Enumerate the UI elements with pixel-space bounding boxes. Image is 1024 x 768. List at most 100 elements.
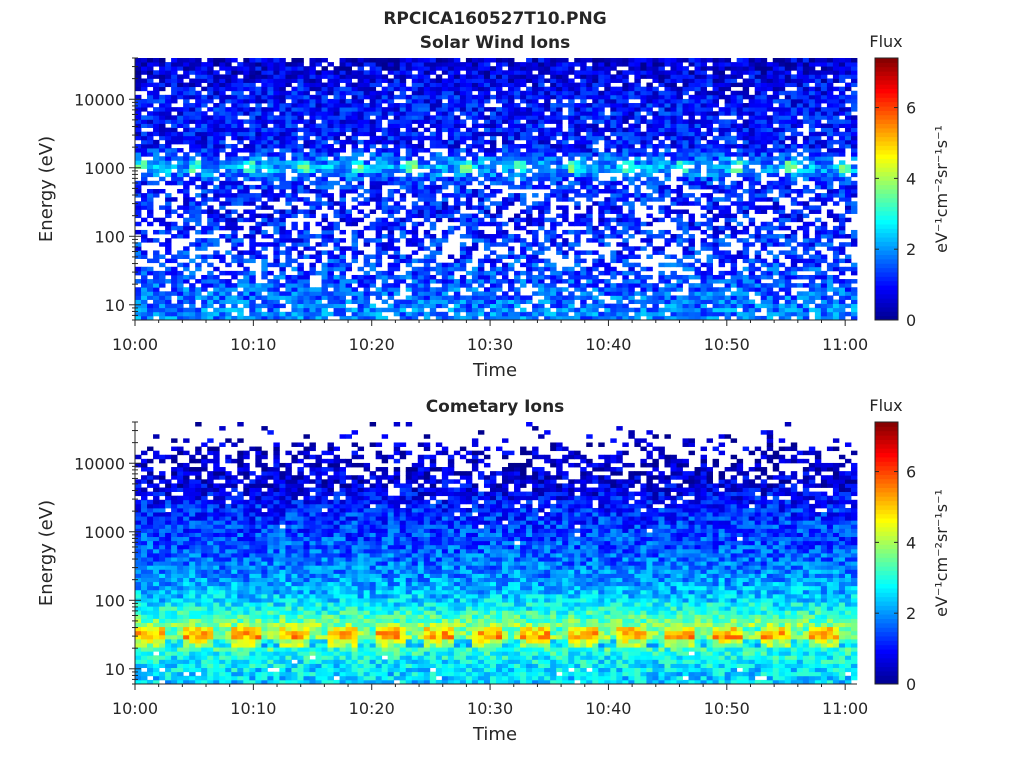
heatmap-cell xyxy=(502,107,509,112)
heatmap-cell xyxy=(273,229,280,235)
heatmap-cell xyxy=(261,193,268,198)
heatmap-cell xyxy=(826,279,834,284)
heatmap-cell xyxy=(814,311,822,317)
heatmap-cell xyxy=(279,164,286,169)
heatmap-cell xyxy=(754,131,762,137)
heatmap-cell xyxy=(351,279,359,284)
heatmap-cell xyxy=(796,119,804,124)
heatmap-cell xyxy=(291,184,298,190)
heatmap-cell xyxy=(742,279,750,284)
heatmap-cell xyxy=(465,107,473,112)
heatmap-cell xyxy=(153,274,160,280)
heatmap-cell xyxy=(453,94,461,100)
heatmap-cell xyxy=(610,197,617,202)
heatmap-cell xyxy=(778,148,786,153)
heatmap-cell xyxy=(850,209,858,214)
heatmap-cell xyxy=(429,279,437,284)
heatmap-cell xyxy=(832,201,840,206)
heatmap-cell xyxy=(784,234,792,239)
heatmap-cell xyxy=(532,307,539,313)
heatmap-cell xyxy=(640,311,647,317)
heatmap-cell xyxy=(742,172,750,178)
heatmap-cell xyxy=(411,266,419,272)
heatmap-cell xyxy=(550,299,557,305)
heatmap-cell xyxy=(508,135,515,141)
heatmap-cell xyxy=(850,156,858,161)
heatmap-cell xyxy=(838,315,846,321)
heatmap-cell xyxy=(423,274,431,280)
heatmap-cell xyxy=(772,127,780,133)
heatmap-cell xyxy=(399,94,407,100)
heatmap-cell xyxy=(538,123,545,128)
heatmap-cell xyxy=(237,111,244,116)
heatmap-cell xyxy=(369,311,377,317)
heatmap-cell xyxy=(508,176,515,182)
heatmap-cell xyxy=(279,234,286,239)
heatmap-cell xyxy=(177,299,184,305)
heatmap-cell xyxy=(201,242,208,247)
heatmap-cell xyxy=(664,315,671,321)
heatmap-cell xyxy=(586,164,593,169)
heatmap-cell xyxy=(622,111,629,116)
heatmap-cell xyxy=(183,262,190,268)
heatmap-cell xyxy=(598,98,605,104)
heatmap-cell xyxy=(273,123,280,128)
heatmap-cell xyxy=(321,193,328,198)
heatmap-cell xyxy=(706,123,713,128)
heatmap-cell xyxy=(598,164,605,169)
heatmap-cell xyxy=(177,262,184,268)
heatmap-cell xyxy=(622,119,629,124)
heatmap-cell xyxy=(844,197,852,202)
heatmap-cell xyxy=(429,131,437,137)
heatmap-cell xyxy=(694,135,701,141)
heatmap-cell xyxy=(183,295,190,300)
heatmap-cell xyxy=(291,291,298,296)
heatmap-cell xyxy=(574,217,581,223)
heatmap-cell xyxy=(616,148,623,153)
heatmap-cell xyxy=(489,283,497,288)
heatmap-cell xyxy=(628,160,635,165)
heatmap-cell xyxy=(351,111,359,116)
heatmap-cell xyxy=(471,291,479,296)
heatmap-cell xyxy=(279,221,286,227)
heatmap-cell xyxy=(574,176,581,182)
heatmap-cell xyxy=(604,217,611,223)
heatmap-cell xyxy=(327,266,334,272)
heatmap-cell xyxy=(616,303,623,309)
heatmap-cell xyxy=(441,295,449,300)
heatmap-cell xyxy=(688,107,695,112)
heatmap-cell xyxy=(417,270,425,276)
heatmap-cell xyxy=(826,152,834,157)
heatmap-cell xyxy=(141,303,148,309)
heatmap-cell xyxy=(688,168,695,174)
heatmap-cell xyxy=(459,164,467,169)
heatmap-cell xyxy=(562,193,569,198)
heatmap-cell xyxy=(345,189,352,194)
heatmap-cell xyxy=(429,143,437,149)
heatmap-cell xyxy=(417,283,425,288)
heatmap-cell xyxy=(231,295,238,300)
heatmap-cell xyxy=(183,315,190,321)
heatmap-cell xyxy=(760,303,768,309)
heatmap-cell xyxy=(742,148,750,153)
heatmap-cell xyxy=(219,123,226,128)
heatmap-cell xyxy=(423,311,431,317)
heatmap-cell xyxy=(844,201,852,206)
heatmap-cell xyxy=(441,160,449,165)
heatmap-cell xyxy=(321,103,328,108)
heatmap-cell xyxy=(477,164,485,169)
heatmap-cell xyxy=(483,127,491,133)
heatmap-cell xyxy=(496,180,503,186)
heatmap-cell xyxy=(333,90,340,96)
heatmap-cell xyxy=(622,217,629,223)
heatmap-cell xyxy=(724,295,732,300)
heatmap-cell xyxy=(381,127,389,133)
heatmap-cell xyxy=(315,123,322,128)
heatmap-cell xyxy=(429,119,437,124)
heatmap-cell xyxy=(574,295,581,300)
heatmap-cell xyxy=(417,307,425,313)
heatmap-cell xyxy=(604,291,611,296)
heatmap-cell xyxy=(532,115,539,120)
heatmap-cell xyxy=(369,94,377,100)
heatmap-cell xyxy=(249,172,256,178)
